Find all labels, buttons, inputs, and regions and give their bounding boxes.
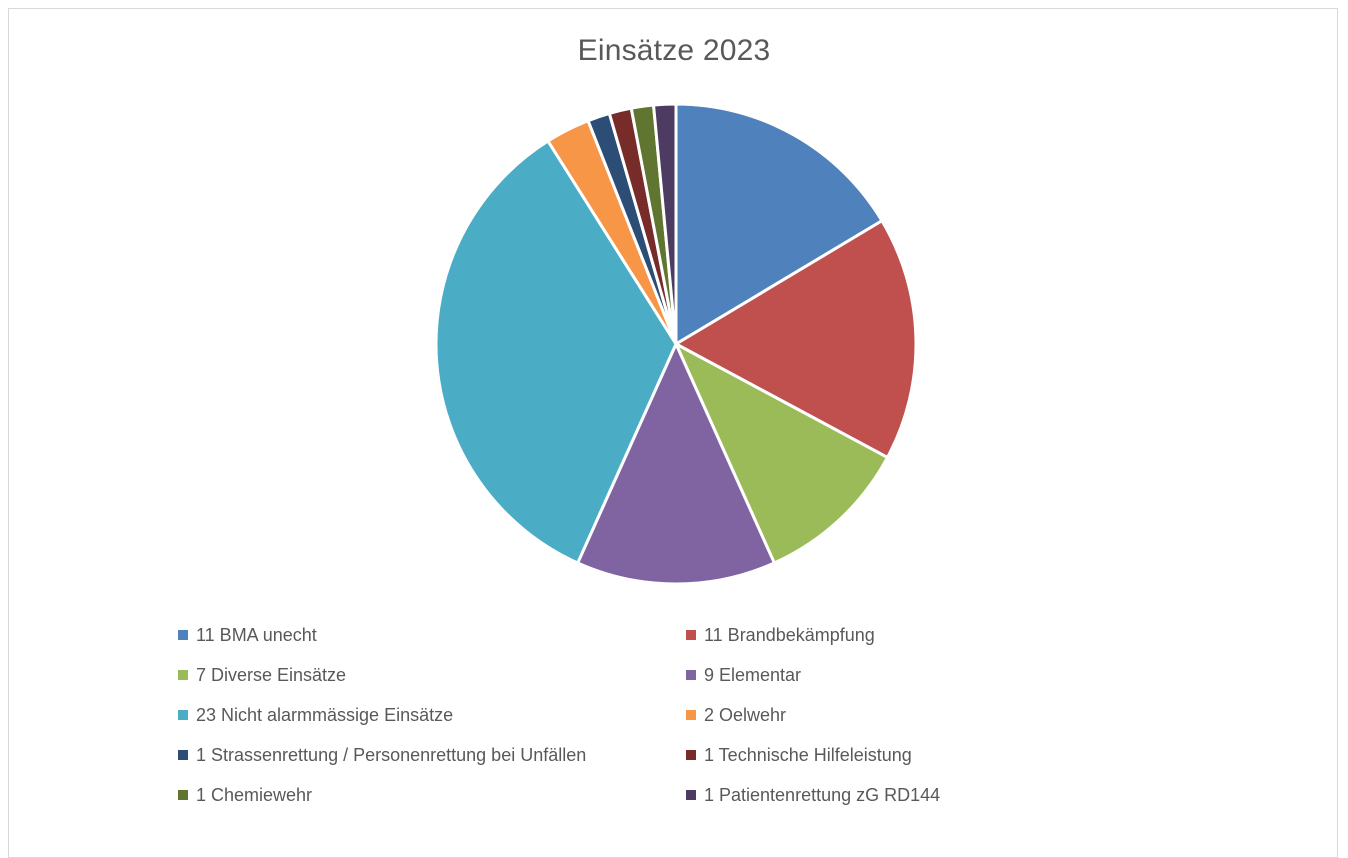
pie-slice-9 (652, 102, 678, 346)
pie-slice-0 (674, 102, 884, 346)
pie-slice-3 (576, 342, 776, 586)
legend-label: 23 Nicht alarmmässige Einsätze (196, 704, 454, 725)
legend-label: 11 Brandbekämpfung (704, 624, 875, 645)
pie-slice-2 (674, 342, 889, 565)
legend-label: 1 Technische Hilfeleistung (704, 744, 912, 765)
legend-label: 11 BMA unecht (196, 624, 317, 645)
legend-item: 7 Diverse Einsätze (178, 662, 346, 688)
legend-swatch (178, 750, 188, 760)
legend-item: 11 Brandbekämpfung (686, 622, 875, 648)
legend-label: 7 Diverse Einsätze (196, 664, 347, 685)
legend-swatch (686, 710, 696, 720)
legend-item: 1 Patientenrettung zG RD144 (686, 782, 940, 808)
legend-item: 23 Nicht alarmmässige Einsätze (178, 702, 453, 728)
legend-swatch (686, 670, 696, 680)
legend-swatch (178, 630, 188, 640)
legend-label: 1 Patientenrettung zG RD144 (704, 784, 941, 805)
legend-item: 1 Strassenrettung / Personenrettung bei … (178, 742, 586, 768)
legend-swatch (686, 790, 696, 800)
legend-label: 2 Oelwehr (704, 704, 787, 725)
legend-label: 9 Elementar (704, 664, 802, 685)
legend-swatch (178, 790, 188, 800)
legend-label: 1 Strassenrettung / Personenrettung bei … (196, 744, 587, 765)
legend-swatch (178, 710, 188, 720)
legend-item: 9 Elementar (686, 662, 801, 688)
legend-item: 1 Technische Hilfeleistung (686, 742, 912, 768)
pie-slice-4 (434, 139, 678, 565)
legend-swatch (686, 630, 696, 640)
legend-swatch (178, 670, 188, 680)
legend-item: 11 BMA unecht (178, 622, 317, 648)
legend-label: 1 Chemiewehr (196, 784, 313, 805)
legend-item: 2 Oelwehr (686, 702, 786, 728)
pie-slices (434, 102, 918, 586)
chart-title: Einsätze 2023 (577, 34, 771, 67)
legend-item: 1 Chemiewehr (178, 782, 312, 808)
legend-swatch (686, 750, 696, 760)
pie-slice-1 (674, 219, 918, 459)
